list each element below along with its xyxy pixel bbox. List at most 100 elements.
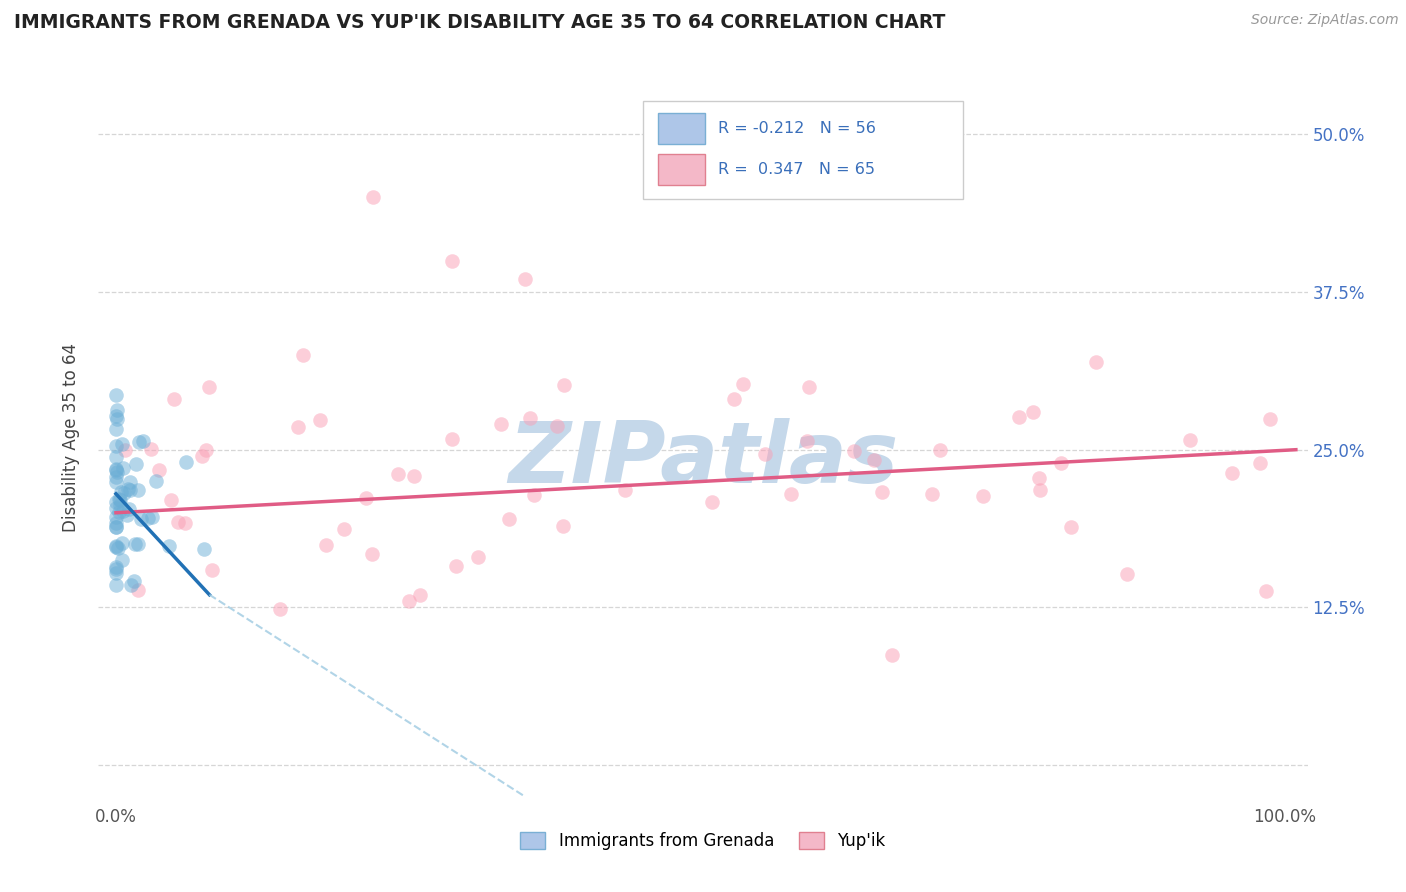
Point	[928, 443, 950, 458]
Point	[136, 511, 159, 525]
Point	[700, 495, 723, 509]
Point	[104, 510, 127, 524]
Point	[190, 449, 212, 463]
Point	[120, 483, 142, 498]
Point	[104, 387, 127, 401]
Point	[1085, 355, 1108, 369]
Point	[754, 447, 776, 461]
Point	[522, 488, 544, 502]
Point	[354, 491, 377, 505]
FancyBboxPatch shape	[658, 113, 706, 144]
Point	[148, 463, 170, 477]
Point	[553, 377, 575, 392]
Point	[402, 469, 425, 483]
Point	[129, 512, 152, 526]
Point	[104, 440, 127, 454]
Point	[112, 485, 135, 500]
Point	[118, 475, 141, 489]
Point	[444, 559, 467, 574]
Point	[1060, 519, 1083, 533]
Point	[799, 380, 821, 394]
Point	[361, 190, 384, 204]
Point	[110, 536, 132, 550]
Point	[1029, 483, 1052, 498]
Point	[173, 516, 195, 531]
Point	[519, 411, 541, 425]
Text: ZIPatlas: ZIPatlas	[508, 417, 898, 500]
Point	[104, 540, 127, 554]
Point	[124, 537, 146, 551]
Point	[387, 467, 409, 481]
Point	[128, 434, 150, 449]
Point	[796, 434, 818, 448]
Point	[163, 392, 186, 407]
Point	[880, 648, 903, 662]
Point	[862, 452, 884, 467]
Point	[1180, 433, 1202, 447]
Point	[104, 409, 127, 423]
Point	[872, 484, 894, 499]
Point	[127, 582, 149, 597]
Point	[124, 574, 146, 589]
Point	[467, 549, 489, 564]
Text: IMMIGRANTS FROM GRENADA VS YUP'IK DISABILITY AGE 35 TO 64 CORRELATION CHART: IMMIGRANTS FROM GRENADA VS YUP'IK DISABI…	[14, 13, 945, 32]
Point	[104, 562, 127, 576]
Point	[167, 515, 190, 529]
Point	[408, 588, 430, 602]
Point	[127, 483, 149, 497]
Point	[287, 419, 309, 434]
Point	[921, 487, 943, 501]
Point	[546, 419, 568, 434]
FancyBboxPatch shape	[658, 154, 706, 185]
Point	[498, 512, 520, 526]
Point	[105, 402, 128, 417]
Text: Source: ZipAtlas.com: Source: ZipAtlas.com	[1251, 13, 1399, 28]
Point	[105, 412, 128, 426]
Point	[195, 442, 218, 457]
Point	[613, 483, 636, 497]
Point	[779, 487, 801, 501]
Point	[108, 498, 131, 512]
Text: R = -0.212   N = 56: R = -0.212 N = 56	[717, 121, 876, 136]
Point	[198, 379, 221, 393]
Point	[1050, 456, 1073, 470]
Legend: Immigrants from Grenada, Yup'ik: Immigrants from Grenada, Yup'ik	[513, 825, 893, 856]
Point	[440, 253, 463, 268]
Point	[1249, 456, 1271, 470]
Point	[117, 482, 139, 496]
Point	[108, 505, 131, 519]
Point	[105, 539, 128, 553]
Point	[309, 413, 332, 427]
Point	[731, 376, 754, 391]
Point	[107, 541, 129, 555]
Point	[315, 538, 337, 552]
Point	[104, 450, 127, 464]
Point	[112, 504, 135, 518]
Point	[1008, 410, 1031, 425]
Text: R =  0.347   N = 65: R = 0.347 N = 65	[717, 161, 875, 177]
Point	[104, 475, 127, 489]
Point	[174, 454, 197, 468]
Point	[513, 272, 536, 286]
Point	[1258, 412, 1281, 426]
Point	[551, 518, 574, 533]
Point	[114, 443, 136, 458]
Point	[104, 501, 127, 516]
Point	[723, 392, 745, 406]
Point	[104, 462, 127, 476]
Point	[157, 539, 180, 553]
Point	[139, 442, 162, 457]
Y-axis label: Disability Age 35 to 64: Disability Age 35 to 64	[62, 343, 80, 532]
Point	[333, 522, 356, 536]
Point	[844, 444, 866, 458]
Point	[145, 474, 167, 488]
Point	[104, 519, 127, 533]
Point	[104, 520, 127, 534]
Point	[440, 433, 463, 447]
Point	[1115, 567, 1137, 582]
Point	[361, 547, 384, 561]
Point	[111, 553, 134, 567]
FancyBboxPatch shape	[643, 101, 963, 200]
Point	[489, 417, 512, 432]
Point	[269, 601, 291, 615]
